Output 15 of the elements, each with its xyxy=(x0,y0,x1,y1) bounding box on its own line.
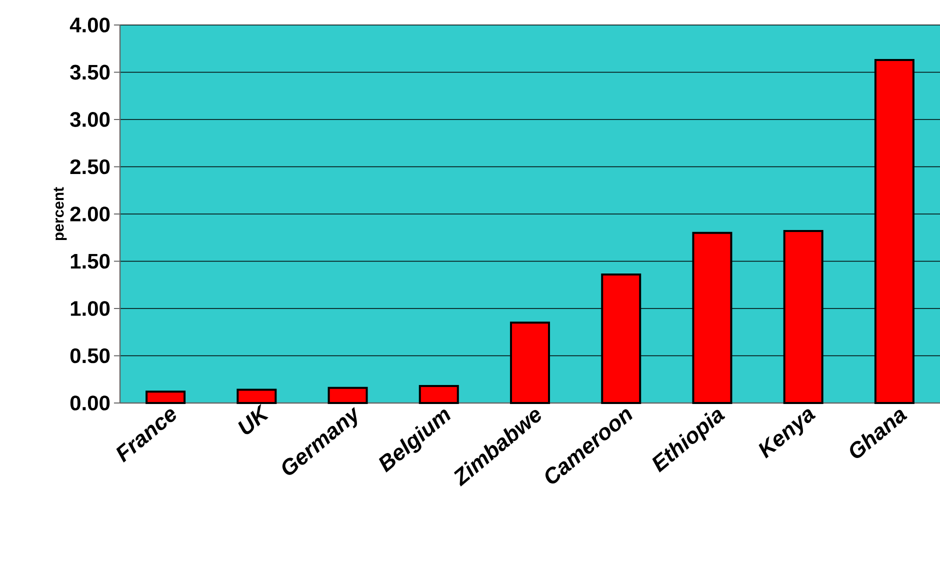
y-tick-label: 3.50 xyxy=(70,64,110,80)
y-tick-label: 2.00 xyxy=(70,206,110,222)
y-axis-title: percent xyxy=(54,187,67,240)
bar xyxy=(328,386,368,404)
y-tick-label: 3.00 xyxy=(70,112,110,127)
x-tick-label: UK xyxy=(238,404,268,434)
y-tick-label: 4.00 xyxy=(70,18,110,32)
bar xyxy=(146,390,186,404)
bar xyxy=(236,388,277,404)
y-tick-label: 1.50 xyxy=(70,254,110,269)
y-tick-label: 1.00 xyxy=(70,301,110,316)
y-tick-label: 0.00 xyxy=(70,396,110,410)
y-tick-label: 2.50 xyxy=(70,159,110,174)
y-tick-label: 0.50 xyxy=(70,348,110,364)
bar xyxy=(418,384,459,404)
